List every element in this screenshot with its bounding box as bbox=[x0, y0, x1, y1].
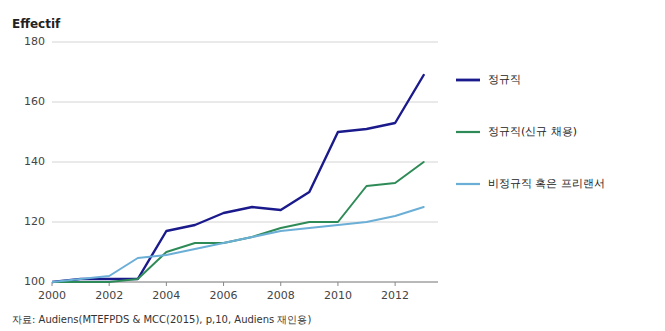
x-tick-label: 2006 bbox=[210, 289, 238, 302]
x-tick bbox=[166, 282, 167, 286]
grid-line bbox=[52, 222, 438, 223]
series-line bbox=[52, 207, 424, 282]
x-tick-label: 2012 bbox=[381, 289, 409, 302]
y-axis-label: Effectif bbox=[12, 17, 61, 31]
series-line bbox=[52, 75, 424, 282]
legend-label: 비정규직 혹은 프리랜서 bbox=[488, 177, 605, 190]
legend: 정규직정규직(신규 채용) 비정규직 혹은 프리랜서 bbox=[456, 73, 605, 190]
legend-label: 정규직 bbox=[488, 73, 521, 86]
legend-swatch bbox=[456, 131, 480, 133]
chart: 100 120 140 160 180 2000 2002 2004 2006 2008 2010 2… bbox=[0, 0, 665, 331]
grid-line bbox=[52, 162, 438, 163]
y-tick-label: 100 bbox=[24, 275, 45, 288]
y-tick-label: 120 bbox=[24, 215, 45, 228]
x-tick bbox=[395, 282, 396, 286]
x-tick-label: 2010 bbox=[324, 289, 352, 302]
y-tick-label: 180 bbox=[24, 35, 45, 48]
series-lines bbox=[52, 75, 424, 282]
y-grid bbox=[52, 42, 438, 282]
legend-swatch bbox=[456, 183, 480, 185]
x-tick bbox=[280, 282, 281, 286]
legend-label: 정규직(신규 채용) bbox=[488, 125, 577, 138]
grid-line bbox=[52, 102, 438, 103]
caption: 자료: Audiens(MTEFPDS & MCC(2015), p,10, A… bbox=[12, 314, 311, 325]
y-tick-label: 160 bbox=[24, 95, 45, 108]
x-tick bbox=[337, 282, 338, 286]
x-tick bbox=[223, 282, 224, 286]
series-line bbox=[52, 162, 424, 282]
x-tick-label: 2000 bbox=[38, 289, 66, 302]
legend-swatch bbox=[456, 79, 480, 82]
y-tick-label: 140 bbox=[24, 155, 45, 168]
x-tick-label: 2008 bbox=[267, 289, 295, 302]
x-tick-label: 2004 bbox=[152, 289, 180, 302]
x-tick-label: 2002 bbox=[95, 289, 123, 302]
grid-line bbox=[52, 42, 438, 43]
